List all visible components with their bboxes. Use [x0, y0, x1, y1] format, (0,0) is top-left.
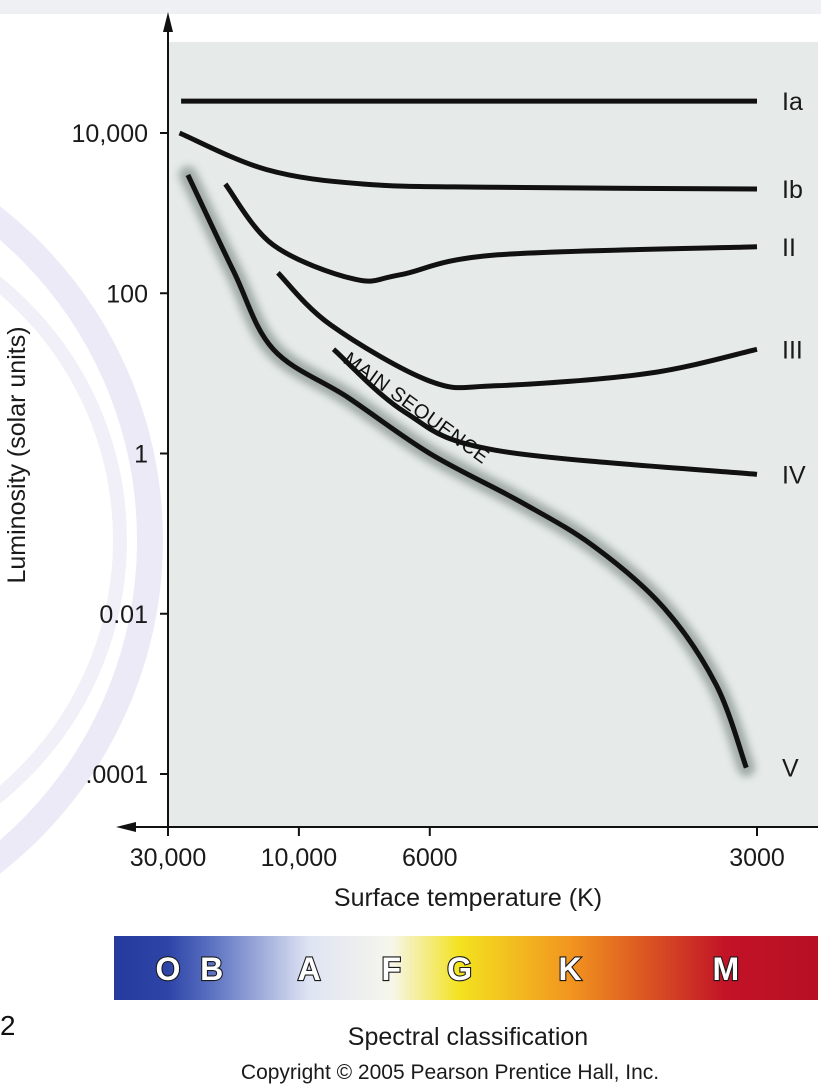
class-label-ib: Ib [782, 176, 803, 204]
y-tick-label: 0.01 [99, 601, 148, 629]
y-axis-arrow-icon [163, 12, 173, 32]
series-line-iii [276, 271, 758, 391]
x-tick-label: 30,000 [130, 844, 206, 872]
x-tick-label: 10,000 [261, 844, 337, 872]
x-axis-title: Surface temperature (K) [334, 884, 602, 912]
y-tick-label: 100 [106, 280, 148, 308]
spectral-letter-m: M [713, 951, 740, 987]
y-tick-label: 10,000 [72, 120, 148, 148]
series-line-v [185, 173, 749, 769]
class-label-iii: III [782, 336, 803, 364]
class-label-ia: Ia [782, 88, 803, 116]
y-tick-label: .0001 [85, 761, 148, 789]
series-group [178, 98, 758, 769]
colorbar-label: Spectral classification [348, 1023, 588, 1051]
copyright-text: Copyright © 2005 Pearson Prentice Hall, … [241, 1061, 659, 1084]
x-tick-label: 6000 [402, 844, 458, 872]
spectral-letter-k: K [558, 951, 581, 987]
spectral-colorbar [114, 936, 818, 1000]
y-ticks: 10,000 100 1 0.01 .0001 [72, 120, 168, 789]
series-line-iv [331, 347, 758, 477]
spectral-letter-f: F [382, 951, 402, 987]
class-label-ii: II [782, 234, 796, 262]
x-axis-arrow-icon [116, 822, 136, 832]
class-label-iv: IV [782, 461, 806, 489]
x-tick-label: 3000 [729, 844, 785, 872]
side-fragment-text: 20 [0, 1010, 14, 1041]
series-line-ii [223, 182, 758, 284]
spectral-letter-b: B [200, 951, 223, 987]
y-tick-label: 1 [134, 441, 148, 469]
x-ticks: 30,000 10,000 6000 3000 [130, 827, 785, 872]
spectral-letter-o: O [156, 951, 181, 987]
spectral-letter-a: A [298, 951, 321, 987]
spectral-letter-g: G [447, 951, 472, 987]
y-axis-title: Luminosity (solar units) [3, 326, 31, 583]
series-line-ib [178, 130, 758, 192]
class-label-v: V [782, 755, 799, 783]
